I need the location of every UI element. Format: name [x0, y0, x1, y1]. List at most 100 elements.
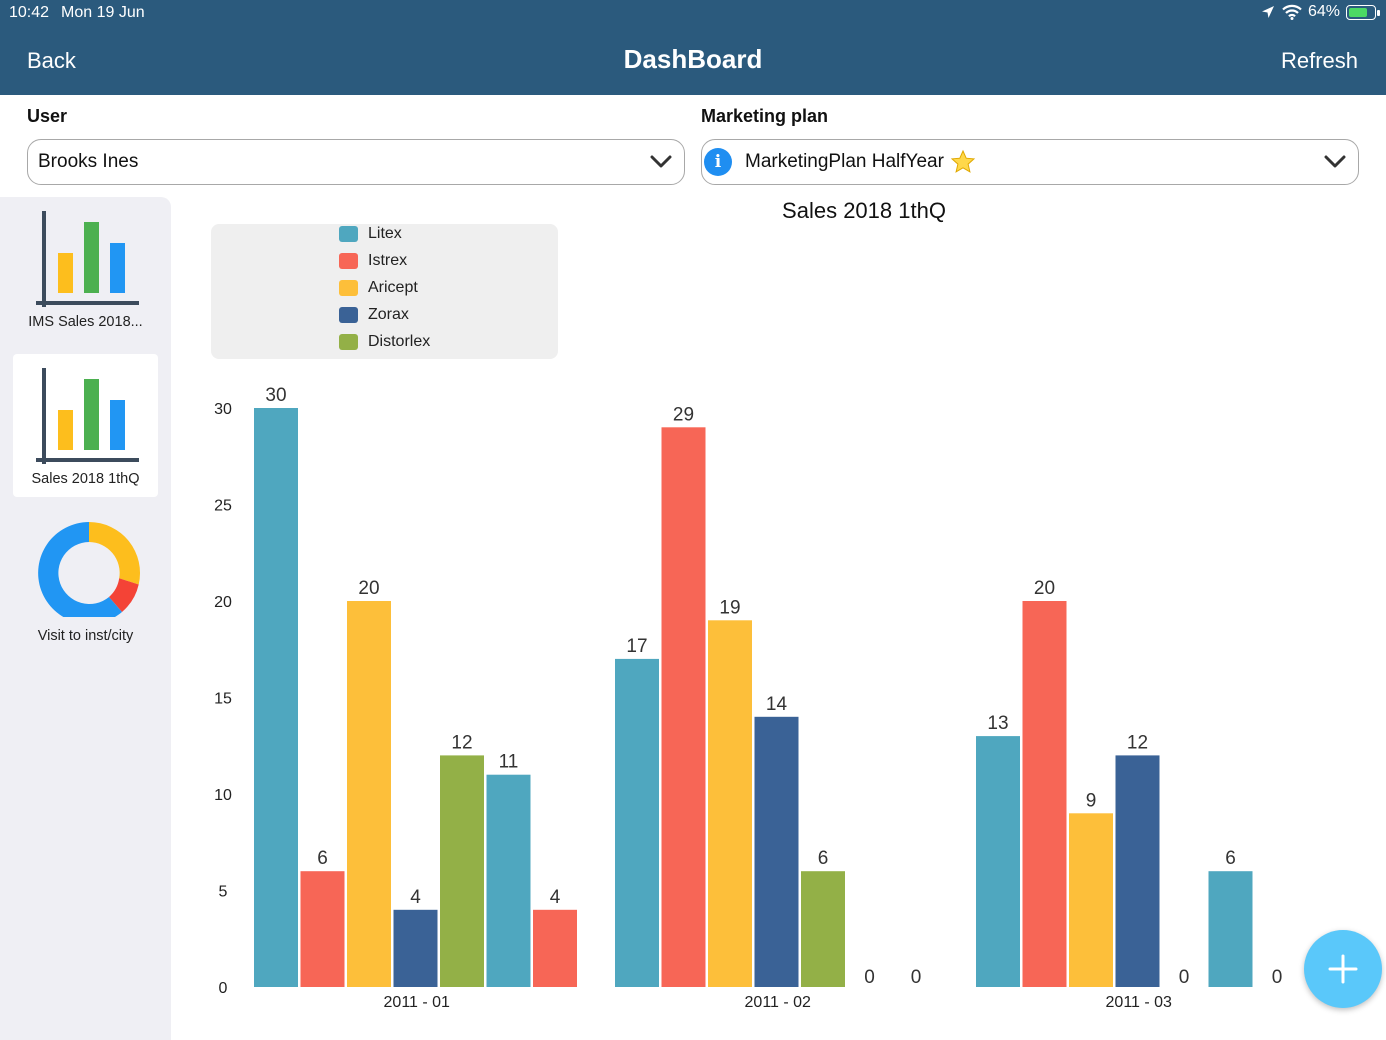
y-tick-label: 20 — [214, 594, 232, 611]
bar-aricept — [708, 620, 752, 987]
sidebar-item-label: Sales 2018 1thQ — [31, 471, 140, 487]
legend-swatch — [339, 280, 358, 296]
status-clock: 10:42 Mon 19 Jun — [9, 4, 145, 22]
plus-icon — [1328, 954, 1358, 984]
sidebar: IMS Sales 2018... Sales 2018 1thQ Visit … — [0, 197, 171, 1040]
bar-litex — [976, 736, 1020, 987]
x-category-label: 2011 - 01 — [384, 994, 451, 1011]
bar-aricept — [347, 601, 391, 987]
legend-label: Aricept — [368, 279, 418, 296]
bar-zorax — [754, 716, 799, 987]
bar-value-label: 0 — [864, 967, 875, 988]
legend-swatch — [339, 307, 358, 323]
y-tick-label: 5 — [219, 884, 228, 901]
bar-value-label: 20 — [358, 578, 379, 599]
bar-value-label: 0 — [911, 967, 922, 988]
location-arrow-icon — [1261, 6, 1274, 18]
chart-title: Sales 2018 1thQ — [782, 198, 946, 223]
navigation-bar: 10:42 Mon 19 Jun 64% Back DashBoard Refre… — [0, 0, 1386, 95]
bar-value-label: 12 — [451, 732, 472, 753]
legend-label: Zorax — [368, 306, 409, 323]
legend-swatch — [339, 226, 358, 242]
y-tick-label: 0 — [219, 980, 228, 997]
bar-value-label: 12 — [1127, 732, 1148, 753]
bar-chart-icon — [36, 368, 139, 464]
y-tick-label: 15 — [214, 691, 232, 708]
y-tick-label: 25 — [214, 498, 232, 515]
bar-value-label: 0 — [1179, 967, 1190, 988]
sidebar-item-visit[interactable]: Visit to inst/city — [13, 511, 158, 654]
legend-item-zorax: Zorax — [339, 305, 409, 325]
bar-value-label: 6 — [317, 848, 328, 869]
marketing-plan-value: MarketingPlan HalfYear — [745, 151, 944, 172]
bar-chart-icon — [36, 211, 139, 307]
sidebar-item-label: IMS Sales 2018... — [28, 314, 143, 330]
legend-swatch — [339, 334, 358, 350]
bar-value-label: 14 — [766, 694, 788, 715]
x-category-label: 2011 - 03 — [1106, 994, 1173, 1011]
chart-legend: Litex Istrex Aricept Zorax Distorlex — [211, 224, 558, 359]
back-button[interactable]: Back — [27, 48, 76, 73]
page-title: DashBoard — [623, 44, 763, 74]
user-select[interactable]: Brooks Ines — [27, 139, 685, 185]
legend-item-istrex: Istrex — [339, 251, 407, 271]
bar-zorax — [1115, 755, 1160, 987]
bar-value-label: 9 — [1086, 790, 1097, 811]
status-date: Mon 19 Jun — [61, 4, 145, 21]
bar-value-label: 11 — [499, 752, 519, 773]
wifi-icon — [1282, 4, 1302, 20]
bar-istrex — [1022, 601, 1067, 987]
legend-label: Litex — [368, 225, 402, 242]
bar-value-label: 30 — [265, 385, 286, 406]
y-tick-label: 10 — [214, 787, 232, 804]
legend-label: Istrex — [368, 252, 408, 269]
bar-chart: 0 5 10 15 20 25 30 30 6 20 4 12 11 4 2011 - 01 17 29 19 14… — [214, 385, 1283, 1011]
star-icon — [950, 149, 976, 173]
marketing-plan-select[interactable]: i MarketingPlan HalfYear — [701, 139, 1359, 185]
bar-litex — [1208, 871, 1253, 987]
bar-litex — [615, 658, 659, 987]
bar-istrex — [300, 871, 345, 987]
battery-percent: 64% — [1307, 3, 1340, 20]
chevron-down-icon — [650, 155, 672, 168]
battery-icon — [1346, 4, 1380, 20]
bar-distorlex — [801, 871, 845, 987]
user-select-value: Brooks Ines — [38, 151, 139, 172]
bar-litex — [486, 774, 531, 987]
info-icon: i — [704, 148, 732, 176]
donut-chart-icon — [38, 522, 141, 617]
chevron-down-icon — [1324, 155, 1346, 168]
bar-litex — [254, 408, 298, 987]
bar-distorlex — [440, 755, 484, 987]
bar-value-label: 6 — [1225, 848, 1236, 869]
sidebar-item-ims-sales[interactable]: IMS Sales 2018... — [13, 197, 158, 340]
bar-value-label: 4 — [410, 887, 421, 908]
y-tick-label: 30 — [214, 401, 232, 418]
user-label: User — [27, 106, 68, 126]
bar-value-label: 0 — [1272, 967, 1283, 988]
bar-value-label: 29 — [673, 404, 694, 425]
legend-item-aricept: Aricept — [339, 278, 418, 298]
legend-item-litex: Litex — [339, 224, 402, 244]
bar-value-label: 4 — [550, 887, 561, 908]
marketing-plan-label: Marketing plan — [701, 106, 829, 126]
bar-zorax — [393, 909, 438, 987]
bar-istrex — [661, 427, 706, 987]
bar-value-label: 17 — [626, 636, 647, 657]
bar-value-label: 6 — [818, 848, 829, 869]
bar-istrex — [533, 909, 577, 987]
add-button[interactable] — [1304, 930, 1382, 1008]
legend-item-distorlex: Distorlex — [339, 332, 430, 352]
refresh-button[interactable]: Refresh — [1280, 48, 1358, 73]
status-indicators: 64% — [1260, 3, 1380, 21]
bar-aricept — [1069, 813, 1113, 987]
sidebar-item-label: Visit to inst/city — [37, 628, 134, 644]
legend-swatch — [339, 253, 358, 269]
sidebar-item-sales-1thq[interactable]: Sales 2018 1thQ — [13, 354, 158, 497]
x-category-label: 2011 - 02 — [745, 994, 812, 1011]
bar-value-label: 19 — [719, 597, 740, 618]
status-time: 10:42 — [9, 4, 50, 21]
bar-value-label: 13 — [987, 713, 1008, 734]
legend-label: Distorlex — [368, 333, 431, 350]
